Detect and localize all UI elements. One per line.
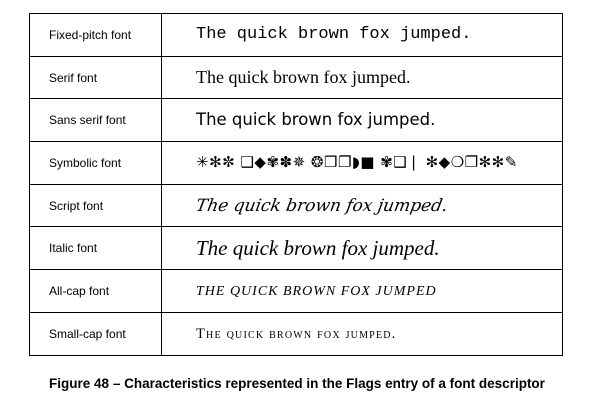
row-label: All-cap font: [29, 269, 162, 313]
table-row: Italic font The quick brown fox jumped.: [29, 226, 563, 271]
table-row: Serif font The quick brown fox jumped.: [29, 55, 563, 100]
row-label: Sans serif font: [29, 98, 162, 143]
table-row: All-cap font THE QUICK BROWN FOX JUMPED: [29, 269, 563, 313]
row-label: Symbolic font: [29, 141, 162, 185]
font-sample-cell: The quick brown fox jumped.: [161, 183, 563, 228]
row-label: Italic font: [29, 226, 162, 271]
row-label: Script font: [29, 183, 162, 228]
font-sample-cell: The quick brown fox jumped.: [161, 98, 563, 143]
row-label: Small-cap font: [29, 311, 162, 356]
italic-sample: The quick brown fox jumped.: [196, 235, 440, 260]
font-sample-cell: The quick brown fox jumped.: [161, 55, 563, 100]
sans-serif-sample: The quick brown fox jumped.: [196, 110, 436, 130]
fixed-pitch-sample: The quick brown fox jumped.: [196, 25, 472, 45]
table-row: Small-cap font The quick brown fox jumpe…: [29, 311, 563, 356]
row-label: Fixed-pitch font: [29, 13, 162, 57]
symbolic-sample: ✳✻✼ ❑◆✾✽✵ ❂❒❐◗■ ✾❑❘ ✻◆❍❐✻✻✎: [196, 153, 518, 172]
font-sample-cell: The quick brown fox jumped.: [161, 13, 563, 57]
all-cap-sample: THE QUICK BROWN FOX JUMPED: [196, 283, 437, 299]
small-cap-sample: The quick brown fox jumped.: [196, 325, 397, 342]
table-row: Symbolic font ✳✻✼ ❑◆✾✽✵ ❂❒❐◗■ ✾❑❘ ✻◆❍❐✻✻…: [29, 141, 563, 185]
font-sample-cell: The quick brown fox jumped.: [161, 311, 563, 356]
serif-sample: The quick brown fox jumped.: [196, 67, 411, 88]
font-sample-cell: ✳✻✼ ❑◆✾✽✵ ❂❒❐◗■ ✾❑❘ ✻◆❍❐✻✻✎: [161, 141, 563, 185]
script-sample: The quick brown fox jumped.: [194, 195, 450, 216]
table-row: Fixed-pitch font The quick brown fox jum…: [29, 13, 563, 57]
font-characteristics-table: Fixed-pitch font The quick brown fox jum…: [29, 13, 563, 356]
row-label: Serif font: [29, 55, 162, 100]
figure-caption: Figure 48 – Characteristics represented …: [49, 376, 545, 391]
table-row: Script font The quick brown fox jumped.: [29, 183, 563, 228]
font-sample-cell: THE QUICK BROWN FOX JUMPED: [161, 269, 563, 313]
table-row: Sans serif font The quick brown fox jump…: [29, 98, 563, 143]
font-sample-cell: The quick brown fox jumped.: [161, 226, 563, 271]
